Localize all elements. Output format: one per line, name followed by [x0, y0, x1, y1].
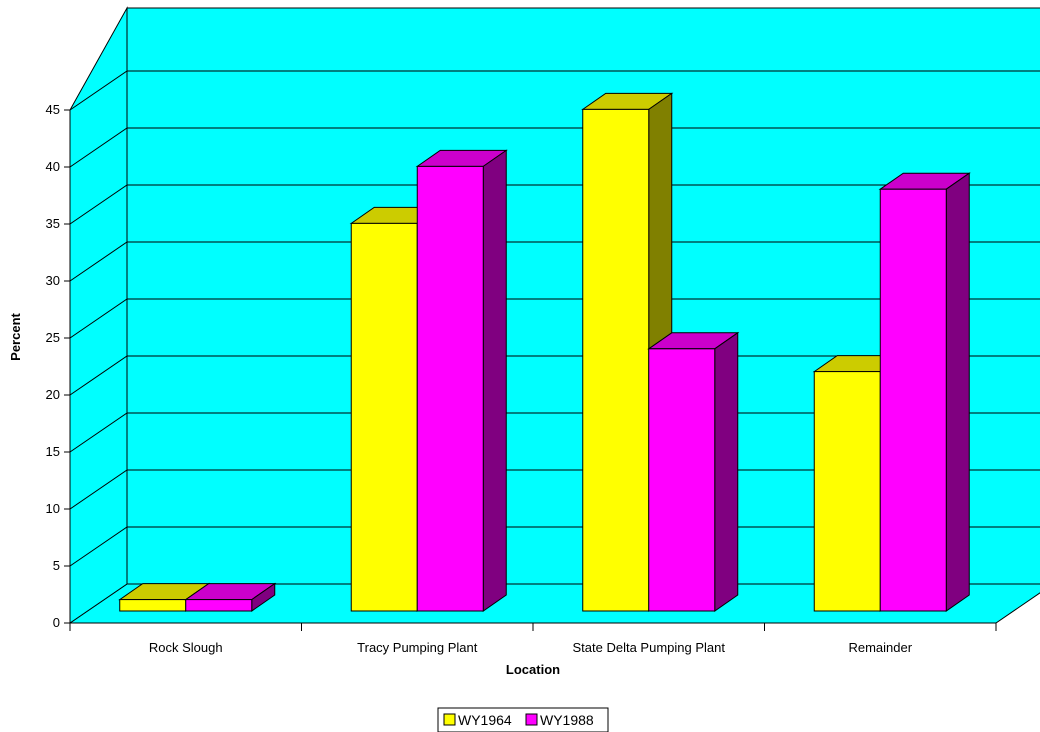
legend-label: WY1988	[540, 712, 594, 728]
bar-front	[119, 599, 187, 612]
y-tick-label: 10	[46, 501, 60, 516]
legend-label: WY1964	[458, 712, 512, 728]
bar-front	[582, 108, 650, 612]
bar-front	[185, 599, 253, 612]
legend-swatch	[525, 713, 538, 726]
bar-front	[648, 348, 716, 612]
y-tick-label: 5	[53, 558, 60, 573]
gridline	[69, 127, 1040, 168]
bar-WY1988-1	[415, 149, 508, 612]
legend: WY1964 WY1988	[437, 707, 609, 732]
legend-swatch	[443, 713, 456, 726]
x-tick-labels: Rock Slough Tracy Pumping Plant State Delt…	[149, 640, 913, 655]
bars	[118, 92, 971, 612]
gridline	[69, 355, 1040, 396]
bar-side	[945, 172, 970, 612]
y-tick-label: 30	[46, 273, 60, 288]
y-tick-labels: 0 5 10 15 20 25 30 35 40 45	[46, 102, 60, 630]
x-tick-label: Tracy Pumping Plant	[357, 640, 478, 655]
axes	[64, 109, 997, 631]
bar-front	[813, 371, 881, 612]
gridlines	[69, 70, 1040, 567]
bar-front	[879, 188, 947, 612]
bar-side	[482, 149, 507, 612]
bar-front	[350, 222, 418, 612]
y-tick-label: 20	[46, 387, 60, 402]
x-tick-label: Remainder	[848, 640, 912, 655]
bar-front	[416, 165, 484, 612]
left-wall	[69, 6, 128, 624]
gridline	[69, 469, 1040, 510]
x-tick-label: Rock Slough	[149, 640, 223, 655]
gridline	[69, 412, 1040, 453]
bar-WY1988-3	[878, 172, 971, 612]
gridline	[69, 70, 1040, 111]
x-tick-label: State Delta Pumping Plant	[573, 640, 726, 655]
gridline	[69, 298, 1040, 339]
bar-WY1988-2	[647, 331, 740, 612]
bar-WY1988-0	[184, 582, 277, 612]
y-tick-label: 0	[53, 615, 60, 630]
gridline	[69, 184, 1040, 225]
gridline	[69, 241, 1040, 282]
bar-side	[714, 331, 739, 612]
y-tick-label: 45	[46, 102, 60, 117]
gridline	[69, 526, 1040, 567]
y-tick-label: 35	[46, 216, 60, 231]
legend-box	[437, 707, 609, 732]
y-tick-label: 15	[46, 444, 60, 459]
y-tick-label: 25	[46, 330, 60, 345]
y-tick-label: 40	[46, 159, 60, 174]
y-axis-title: Percent	[8, 312, 23, 360]
x-axis-title: Location	[506, 662, 560, 677]
